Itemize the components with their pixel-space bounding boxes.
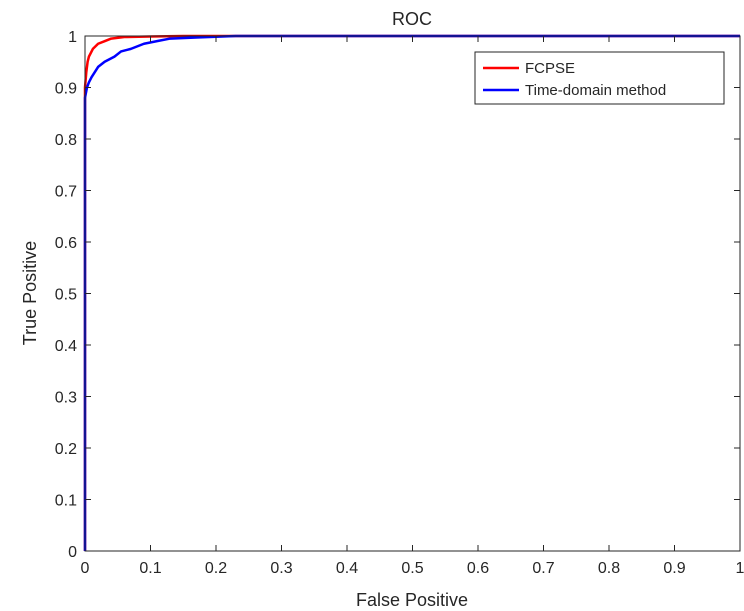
chart-title: ROC <box>392 9 432 29</box>
y-tick-label: 0 <box>68 544 77 561</box>
x-tick-label: 0.2 <box>205 560 227 577</box>
y-tick-label: 0.7 <box>55 184 77 201</box>
y-tick-label: 0.1 <box>55 493 77 510</box>
y-axis: 0 0.1 0.2 0.3 0.4 0.5 0.6 0.7 0.8 0.9 1 <box>55 29 740 561</box>
legend-box <box>474 51 725 105</box>
x-tick-label: 0.3 <box>270 560 292 577</box>
x-tick-label: 0.9 <box>663 560 685 577</box>
y-tick-label: 0.8 <box>55 132 77 149</box>
x-tick-label: 1 <box>736 560 744 577</box>
series-line-1 <box>83 34 740 551</box>
legend-label-1: FCPSE <box>525 60 575 77</box>
x-axis: 0 0.1 0.2 0.3 0.4 0.5 0.6 0.7 0.8 0.9 1 <box>81 36 744 577</box>
x-tick-label: 0.5 <box>401 560 423 577</box>
legend-label-2: Time-domain method <box>525 82 666 99</box>
x-tick-label: 0.1 <box>139 560 161 577</box>
x-axis-label: False Positive <box>356 590 468 610</box>
x-tick-label: 0.8 <box>598 560 620 577</box>
legend: FCPSE Time-domain method <box>474 51 725 105</box>
series-line-2 <box>83 34 740 551</box>
y-tick-label: 1 <box>68 29 77 46</box>
y-tick-label: 0.5 <box>55 287 77 304</box>
y-tick-label: 0.9 <box>55 81 77 98</box>
x-tick-label: 0.6 <box>467 560 489 577</box>
y-tick-label: 0.6 <box>55 235 77 252</box>
y-tick-label: 0.3 <box>55 390 77 407</box>
y-axis-label: True Positive <box>20 241 40 345</box>
plot-area <box>84 35 741 552</box>
series-layer <box>83 34 740 551</box>
x-tick-label: 0.7 <box>532 560 554 577</box>
x-tick-label: 0.4 <box>336 560 358 577</box>
y-tick-label: 0.4 <box>55 338 77 355</box>
x-tick-label: 0 <box>81 560 90 577</box>
y-tick-label: 0.2 <box>55 441 77 458</box>
